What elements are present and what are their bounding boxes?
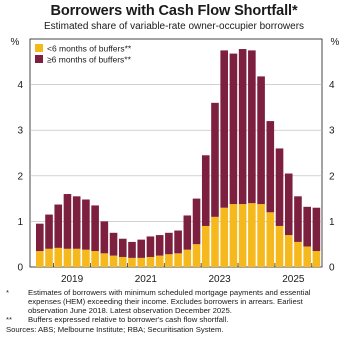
bar-under-6-months [303,246,311,267]
bar-under-6-months [312,251,321,267]
bar-under-6-months [155,255,164,267]
bar-6-plus-months [137,239,146,258]
bar-6-plus-months [229,53,238,205]
bar-under-6-months [192,244,201,267]
bar-6-plus-months [100,221,109,254]
bar-under-6-months [100,253,109,267]
y-unit-left: % [11,37,20,48]
footnote-2: ** Buffers expressed relative to borrowe… [6,315,344,324]
legend-label: ≥6 months of buffers** [47,55,132,65]
bar-under-6-months [266,212,275,267]
legend-label: <6 months of buffers** [47,44,132,54]
bar-6-plus-months [211,102,219,217]
x-tick-label: 2021 [135,274,158,285]
chart-subtitle: Estimated share of variable-rate owner-o… [43,21,305,32]
bar-6-plus-months [128,241,136,258]
footnote-1-mark: * [6,288,9,297]
bar-6-plus-months [183,215,192,250]
bar-6-plus-months [72,196,81,249]
bar-6-plus-months [54,204,63,248]
bar-6-plus-months [109,232,118,256]
bar-under-6-months [229,204,238,267]
y-tick-label-left: 3 [17,126,23,137]
bar-under-6-months [257,204,265,267]
bar-6-plus-months [220,50,228,208]
footnote-2-mark: ** [6,315,12,325]
chart-title: Borrowers with Cash Flow Shortfall* [50,3,298,19]
bar-6-plus-months [284,173,293,236]
bar-under-6-months [128,257,136,267]
bar-6-plus-months [155,235,164,256]
bar-under-6-months [174,253,182,267]
bar-under-6-months [63,248,72,267]
y-tick-label-right: 1 [329,217,335,228]
bar-under-6-months [165,254,173,267]
legend-swatch [35,55,43,63]
bar-under-6-months [118,256,127,267]
bar-6-plus-months [312,207,321,252]
bar-6-plus-months [266,121,275,213]
bar-under-6-months [54,247,63,267]
sources-note: Sources: ABS; Melbourne Institute; RBA; … [6,325,224,335]
bar-6-plus-months [165,232,173,255]
bar-6-plus-months [146,236,155,257]
footnote-1: * Estimates of borrowers with minimum sc… [6,288,344,315]
bar-under-6-months [238,204,247,267]
y-tick-label-right: 3 [329,126,335,137]
bar-under-6-months [36,251,44,267]
bar-6-plus-months [174,230,182,254]
bar-under-6-months [146,256,155,267]
bar-under-6-months [211,216,219,267]
bar-6-plus-months [248,50,256,204]
bar-6-plus-months [91,205,99,252]
y-tick-label-left: 2 [17,171,23,182]
bar-6-plus-months [192,198,201,245]
bar-under-6-months [45,248,53,267]
y-tick-label-left: 1 [17,217,23,228]
bar-6-plus-months [118,238,127,257]
bar-under-6-months [91,251,99,267]
bar-6-plus-months [238,49,247,205]
bar-6-plus-months [45,214,53,249]
bar-under-6-months [220,207,228,267]
bar-under-6-months [137,257,146,267]
bar-under-6-months [284,235,293,267]
chart: 0 0 1 1 2 2 3 3 4 4% % 2019 2021 2023 2025 <6 months of… [11,37,340,285]
bar-6-plus-months [294,196,302,242]
bar-under-6-months [82,249,90,267]
y-tick-label-left: 0 [17,263,23,274]
footnote-1-text: Estimates of borrowers with minimum sche… [28,288,311,316]
y-tick-label-right: 4 [329,80,335,91]
bar-under-6-months [275,225,284,267]
x-tick-label: 2019 [61,274,84,285]
bar-6-plus-months [82,199,90,250]
bar-under-6-months [183,249,192,267]
legend-swatch [35,44,43,52]
footnotes: * Estimates of borrowers with minimum sc… [6,288,344,334]
bar-6-plus-months [63,194,72,249]
bar-6-plus-months [257,76,265,205]
x-tick-label: 2023 [208,274,231,285]
bar-under-6-months [72,248,81,267]
bar-6-plus-months [201,155,210,226]
footnote-2-text: Buffers expressed relative to borrower's… [28,315,229,325]
bar-6-plus-months [275,148,284,226]
bar-under-6-months [201,225,210,267]
bar-under-6-months [294,241,302,267]
y-tick-label-right: 2 [329,171,335,182]
y-unit-right: % [331,37,340,48]
bar-under-6-months [248,203,256,267]
bar-6-plus-months [36,223,44,252]
bar-under-6-months [109,255,118,267]
y-tick-label-right: 0 [329,263,335,274]
bar-6-plus-months [303,206,311,247]
y-tick-label-left: 4 [17,80,23,91]
x-tick-label: 2025 [282,274,305,285]
